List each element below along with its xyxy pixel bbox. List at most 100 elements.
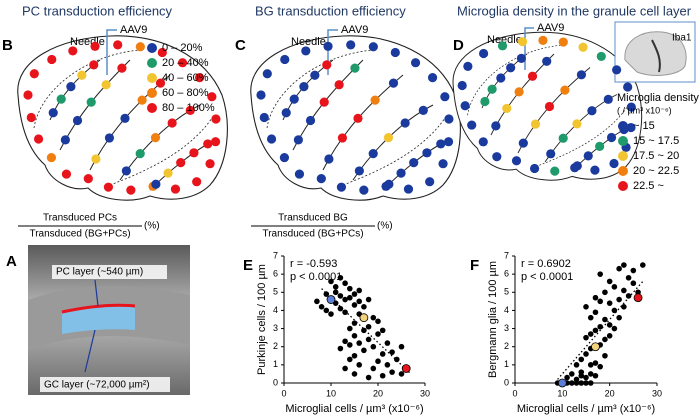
region-dot <box>170 184 181 194</box>
region-dot <box>425 177 435 187</box>
region-dot <box>511 156 522 166</box>
region-dot <box>612 65 622 75</box>
point <box>621 287 627 294</box>
point <box>375 331 381 337</box>
point <box>323 307 330 314</box>
point <box>342 309 348 316</box>
region-dot <box>359 185 369 195</box>
region-dot <box>506 63 516 73</box>
point <box>592 360 599 366</box>
point <box>569 380 575 386</box>
label-bg <box>52 265 167 279</box>
region-dot <box>527 71 538 81</box>
highlight-point <box>633 293 643 303</box>
region-dot <box>301 46 311 56</box>
point <box>587 371 594 377</box>
legend-swatch <box>618 121 628 131</box>
point <box>318 304 325 310</box>
highlight-point <box>401 364 411 373</box>
point <box>351 320 358 326</box>
region-dot <box>60 135 70 145</box>
vector-label: AAV9 <box>341 24 368 36</box>
gc-label: GC layer (~72,000 µm²) <box>44 380 150 391</box>
point <box>578 356 585 363</box>
region-dot <box>207 92 217 102</box>
region-dot <box>29 69 39 79</box>
label-bg <box>40 377 170 392</box>
region-dot <box>388 78 399 88</box>
region-dot <box>167 118 177 128</box>
region-dot <box>334 80 344 90</box>
region-dot <box>595 141 605 151</box>
region-dot <box>422 148 432 158</box>
region-dot <box>117 63 127 73</box>
region-dot <box>542 56 552 66</box>
formula-numerator: Transduced BG <box>278 213 348 224</box>
region-dot <box>346 40 356 50</box>
formula-unit: (%) <box>144 221 160 232</box>
point <box>597 298 603 305</box>
region-dot <box>262 69 272 79</box>
region-dot <box>210 137 221 147</box>
region-dot <box>120 113 130 123</box>
point <box>573 376 580 383</box>
region-dot <box>491 121 501 131</box>
region-dot <box>444 114 454 124</box>
point <box>389 369 395 375</box>
region-dot <box>354 166 364 176</box>
point <box>606 322 613 328</box>
point <box>356 298 363 305</box>
panel-b: PC transduction efficiency B Needle AAV9… <box>2 3 228 240</box>
inset-image <box>624 31 687 76</box>
panel-title: Microglia density in the granule cell la… <box>457 3 692 18</box>
point <box>370 314 377 321</box>
region-dot <box>135 42 145 52</box>
region-dot <box>350 63 360 73</box>
point <box>342 280 348 287</box>
y-tick-label: 3 <box>504 323 509 333</box>
region-dot <box>336 182 347 192</box>
region-dot <box>256 90 266 100</box>
region-dot <box>299 82 309 92</box>
y-tick-label: 3 <box>273 323 278 333</box>
region-dot <box>294 169 305 179</box>
point <box>356 340 363 346</box>
point <box>592 294 599 301</box>
region-dot <box>578 42 588 52</box>
point <box>606 333 613 339</box>
needle <box>327 29 338 75</box>
region-dot <box>544 101 555 112</box>
point <box>583 334 589 341</box>
x-axis-label: Microglial cells / µm³ (x10⁻⁶) <box>517 403 655 415</box>
region-dot <box>48 108 58 118</box>
region-dot <box>626 102 636 112</box>
point <box>361 347 367 354</box>
point <box>394 356 400 363</box>
region-dot <box>185 105 195 115</box>
y-tick-label: 0 <box>504 377 509 387</box>
region-dot <box>403 184 414 194</box>
y-tick-label: 4 <box>273 305 278 315</box>
region-dot <box>310 70 320 80</box>
y-tick-label: 6 <box>273 269 278 279</box>
region-dot <box>137 95 147 105</box>
point <box>337 293 344 299</box>
region-dot <box>33 134 44 144</box>
vector-label: AAV9 <box>120 24 147 36</box>
region-dot <box>337 133 348 143</box>
point <box>356 287 363 294</box>
point <box>379 372 386 379</box>
point <box>365 323 372 330</box>
region-dot <box>518 138 528 148</box>
point <box>630 280 637 287</box>
point <box>379 327 386 334</box>
panel-title: BG transduction efficiency <box>255 3 406 18</box>
point <box>328 278 334 285</box>
region-dot <box>113 40 123 50</box>
region-dot <box>560 85 570 95</box>
point <box>597 363 603 370</box>
region-dot <box>572 161 582 171</box>
formula-numerator: Transduced PCs <box>43 213 117 224</box>
point <box>337 305 344 312</box>
